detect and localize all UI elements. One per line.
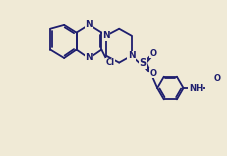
Text: N: N: [85, 54, 92, 63]
Text: N: N: [127, 51, 135, 60]
Text: O: O: [149, 69, 156, 78]
Text: O: O: [149, 49, 156, 58]
Text: Cl: Cl: [105, 58, 114, 67]
Text: S: S: [139, 58, 146, 68]
Text: N: N: [85, 20, 92, 29]
Text: NH: NH: [188, 83, 202, 93]
Text: O: O: [212, 74, 219, 83]
Text: N: N: [102, 31, 109, 40]
